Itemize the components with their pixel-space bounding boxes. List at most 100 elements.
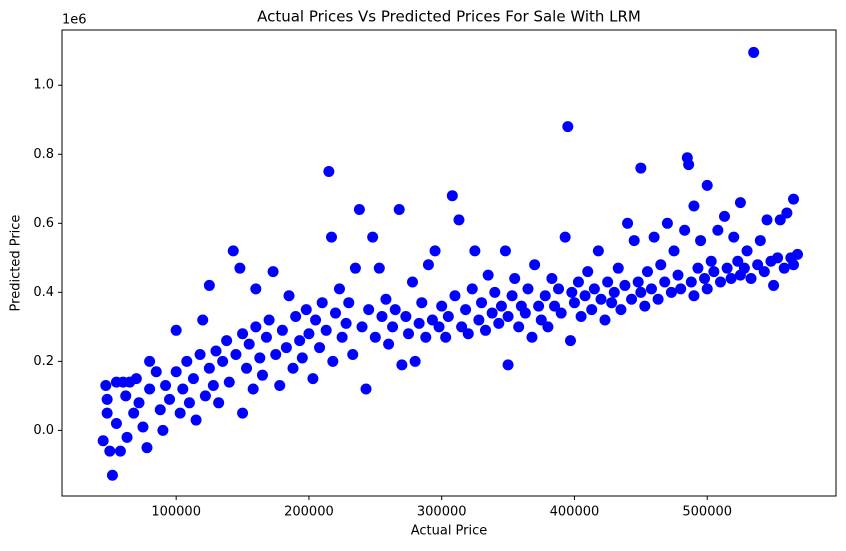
point [639, 300, 651, 312]
y-tick-label: 0.4 [33, 285, 54, 300]
point [144, 355, 156, 367]
point [659, 276, 671, 288]
x-tick-label: 300000 [417, 505, 467, 520]
point [466, 283, 478, 295]
point [360, 383, 372, 395]
point [137, 421, 149, 433]
point [738, 262, 750, 274]
point [462, 328, 474, 340]
point [701, 179, 713, 191]
point [349, 262, 361, 274]
point [380, 293, 392, 305]
y-offset-label: 1e6 [62, 13, 87, 28]
point [429, 245, 441, 257]
point [542, 321, 554, 333]
point [728, 231, 740, 243]
point [632, 276, 644, 288]
point [449, 290, 461, 302]
point [347, 348, 359, 360]
point [675, 283, 687, 295]
point [745, 273, 757, 285]
point [207, 380, 219, 392]
point [592, 245, 604, 257]
point [442, 311, 454, 323]
point [389, 304, 401, 316]
point [400, 311, 412, 323]
point [628, 235, 640, 247]
point [665, 286, 677, 298]
point [692, 262, 704, 274]
point [121, 431, 133, 443]
point [393, 203, 405, 215]
y-tick-label: 0.0 [33, 423, 54, 438]
point [343, 297, 355, 309]
point [363, 304, 375, 316]
point [327, 355, 339, 367]
point [761, 214, 773, 226]
point [307, 373, 319, 385]
point [502, 311, 514, 323]
point [752, 259, 764, 271]
point [572, 276, 584, 288]
point [329, 307, 341, 319]
point [622, 217, 634, 229]
point [535, 314, 547, 326]
point [310, 314, 322, 326]
point [106, 469, 118, 481]
point [294, 335, 306, 347]
point [267, 266, 279, 278]
point [791, 248, 803, 260]
point [227, 245, 239, 257]
point [495, 300, 507, 312]
chart-title: Actual Prices Vs Predicted Prices For Sa… [257, 8, 641, 26]
point [788, 193, 800, 205]
point [732, 255, 744, 267]
point [101, 407, 113, 419]
point [725, 273, 737, 285]
point [476, 297, 488, 309]
point [529, 259, 541, 271]
point [566, 286, 578, 298]
point [652, 293, 664, 305]
point [333, 283, 345, 295]
point [270, 348, 282, 360]
point [194, 348, 206, 360]
point [546, 273, 558, 285]
point [234, 262, 246, 274]
point [695, 235, 707, 247]
point [522, 283, 534, 295]
y-tick-label: 1.0 [33, 78, 54, 93]
point [480, 324, 492, 336]
point [353, 203, 365, 215]
point [254, 352, 266, 364]
point [326, 231, 338, 243]
point [280, 342, 292, 354]
point [104, 445, 116, 457]
point [203, 279, 215, 291]
point [564, 335, 576, 347]
point [586, 304, 598, 316]
point [416, 297, 428, 309]
point [748, 46, 760, 58]
point [296, 352, 308, 364]
point [383, 338, 395, 350]
point [223, 376, 235, 388]
point [114, 445, 126, 457]
y-tick-label: 0.8 [33, 147, 54, 162]
point [422, 259, 434, 271]
point [645, 283, 657, 295]
point [406, 276, 418, 288]
point [276, 324, 288, 336]
point [314, 342, 326, 354]
point [489, 286, 501, 298]
point [774, 214, 786, 226]
point [549, 300, 561, 312]
point [701, 283, 713, 295]
point [473, 314, 485, 326]
x-tick-label: 100000 [151, 505, 201, 520]
point [237, 328, 249, 340]
point [128, 407, 140, 419]
point [699, 273, 711, 285]
point [499, 245, 511, 257]
point [588, 283, 600, 295]
